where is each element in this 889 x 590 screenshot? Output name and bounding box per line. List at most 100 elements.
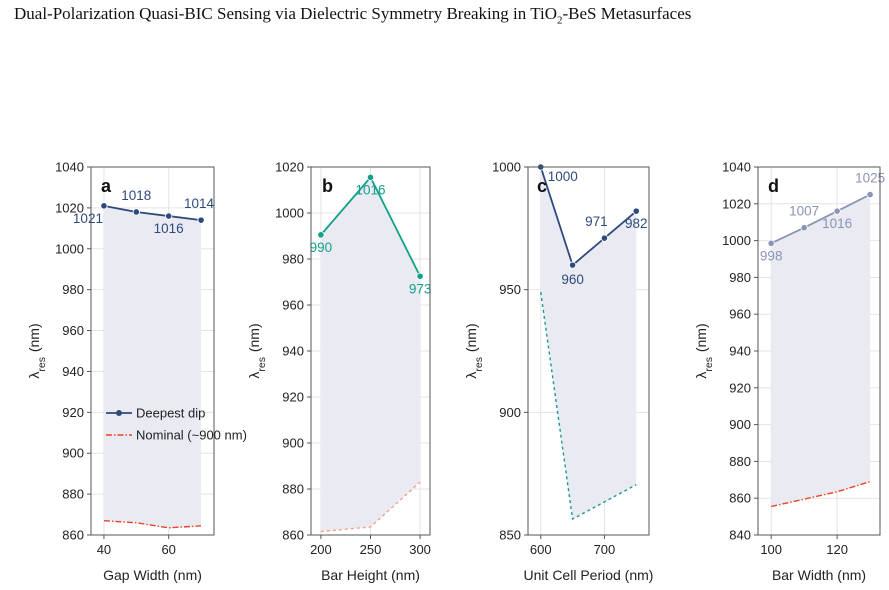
data-label: 1007 xyxy=(789,204,819,219)
y-tick-label: 880 xyxy=(62,487,84,502)
y-tick-label: 1040 xyxy=(55,160,84,175)
panel-c: 1000 960 971 982 850 900 950 1000 600 700 Unit Cel… xyxy=(463,160,653,584)
legend-marker-dip xyxy=(116,410,122,416)
axes-frame xyxy=(90,166,215,536)
y-tick-label: 860 xyxy=(62,528,84,543)
series-line-dip xyxy=(770,193,871,245)
title-suffix: -BeS Metasurfaces xyxy=(562,4,692,23)
data-point xyxy=(317,231,325,239)
y-tick-label: 980 xyxy=(729,270,751,285)
data-label: 1025 xyxy=(855,171,885,186)
y-tick-label: 900 xyxy=(499,405,521,420)
data-point xyxy=(632,207,640,215)
data-label: 971 xyxy=(585,214,608,229)
series-line-dip xyxy=(103,204,202,222)
y-tick-label: 900 xyxy=(282,436,304,451)
y-tick-label: 850 xyxy=(499,528,521,543)
title-subscript: 2 xyxy=(556,14,563,27)
x-axis-label: Gap Width (nm) xyxy=(103,567,202,583)
y-tick-label: 1000 xyxy=(492,160,521,175)
data-point xyxy=(100,202,108,210)
data-label: 1021 xyxy=(73,211,103,226)
data-point xyxy=(800,224,808,232)
y-label-symbol: λ xyxy=(463,372,479,379)
data-point xyxy=(568,261,577,269)
figure-title: Dual-Polarization Quasi-BIC Sensing via … xyxy=(14,4,691,26)
y-tick-label: 1000 xyxy=(55,241,84,256)
data-label: 1016 xyxy=(822,216,852,231)
x-tick-label: 100 xyxy=(760,542,782,557)
data-label: 960 xyxy=(561,272,584,287)
data-label: 982 xyxy=(625,216,648,231)
x-tick-label: 300 xyxy=(409,542,431,557)
y-tick-label: 940 xyxy=(729,344,751,359)
y-axis-label: λres (nm) xyxy=(463,323,485,378)
x-tick-label: 40 xyxy=(97,542,111,557)
x-axis-label: Unit Cell Period (nm) xyxy=(524,567,654,583)
y-tick-label: 980 xyxy=(62,282,84,297)
data-label: 973 xyxy=(409,281,432,296)
y-tick-label: 900 xyxy=(729,417,751,432)
data-point xyxy=(767,239,775,247)
shaded-band xyxy=(103,205,202,528)
y-tick-label: 860 xyxy=(282,528,304,543)
y-axis-label: λres (nm) xyxy=(246,323,268,378)
data-label: 990 xyxy=(310,240,333,255)
x-tick-label: 600 xyxy=(530,542,552,557)
data-point xyxy=(165,212,173,220)
y-axis-label: λres (nm) xyxy=(26,323,48,378)
y-label-symbol: λ xyxy=(693,372,709,379)
axes-frame xyxy=(527,166,650,536)
y-tick-label: 940 xyxy=(62,364,84,379)
x-tick-label: 250 xyxy=(360,542,382,557)
y-tick-label: 920 xyxy=(729,380,751,395)
y-tick-label: 960 xyxy=(282,298,304,313)
series-line-nominal xyxy=(103,519,202,529)
y-label-subscript: res xyxy=(473,357,485,372)
panel-label: b xyxy=(322,176,333,196)
data-point xyxy=(132,208,140,216)
legend-label-dip: Deepest dip xyxy=(136,406,205,421)
y-tick-label: 960 xyxy=(729,307,751,322)
x-axis-label: Bar Width (nm) xyxy=(772,567,866,583)
x-tick-label: 120 xyxy=(826,542,848,557)
y-label-symbol: λ xyxy=(246,372,262,379)
y-tick-label: 1000 xyxy=(275,206,304,221)
data-point xyxy=(366,173,375,181)
panel-label: c xyxy=(537,176,547,196)
panel-label: d xyxy=(768,176,779,196)
y-label-units: (nm) xyxy=(693,323,709,356)
x-axis-label: Bar Height (nm) xyxy=(321,567,420,583)
series-line-nominal xyxy=(771,480,871,508)
y-tick-label: 920 xyxy=(282,390,304,405)
y-tick-label: 980 xyxy=(282,252,304,267)
y-tick-label: 940 xyxy=(282,344,304,359)
y-label-subscript: res xyxy=(256,357,268,372)
series-line-nominal xyxy=(540,292,637,521)
y-tick-label: 840 xyxy=(729,528,751,543)
data-point xyxy=(833,207,841,215)
series-line-nominal xyxy=(320,481,421,533)
y-tick-label: 1020 xyxy=(722,196,751,211)
data-label: 998 xyxy=(760,248,783,263)
data-point xyxy=(866,191,874,199)
x-tick-label: 200 xyxy=(310,542,332,557)
y-tick-label: 1000 xyxy=(722,233,751,248)
y-axis-label: λres (nm) xyxy=(693,323,715,378)
data-point xyxy=(197,216,205,224)
data-point xyxy=(416,272,424,280)
data-label: 1016 xyxy=(154,221,184,236)
y-tick-label: 1020 xyxy=(275,160,304,175)
y-tick-label: 880 xyxy=(729,454,751,469)
data-label: 1000 xyxy=(548,169,578,184)
data-label: 1016 xyxy=(355,182,385,197)
y-tick-label: 1020 xyxy=(55,200,84,215)
y-label-subscript: res xyxy=(36,357,48,372)
panel-b: 990 1016 973 860 880 900 920 940 960 980 1000 1020 2… xyxy=(246,160,431,584)
y-label-units: (nm) xyxy=(463,323,479,356)
x-tick-label: 700 xyxy=(594,542,616,557)
y-tick-label: 950 xyxy=(499,282,521,297)
y-label-units: (nm) xyxy=(26,323,42,356)
series-line-dip xyxy=(539,166,637,267)
